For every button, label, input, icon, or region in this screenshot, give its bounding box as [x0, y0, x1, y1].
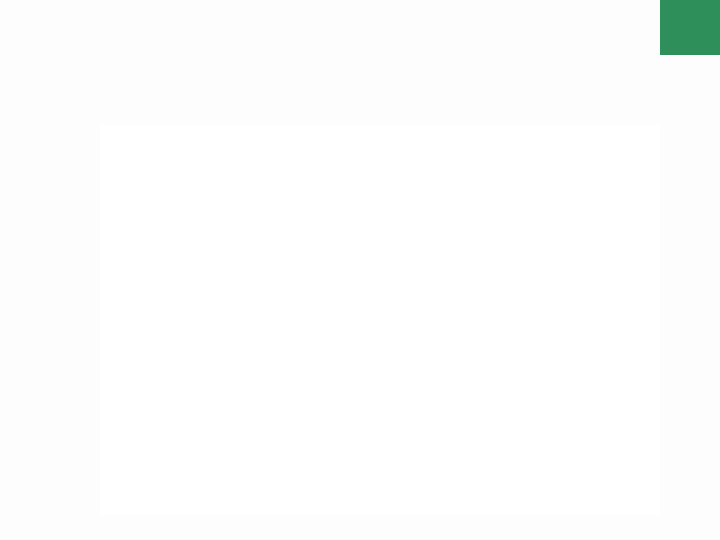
figure-area [100, 125, 660, 515]
diagram-svg [100, 125, 660, 515]
slide [0, 0, 720, 540]
accent-corner [660, 0, 720, 55]
